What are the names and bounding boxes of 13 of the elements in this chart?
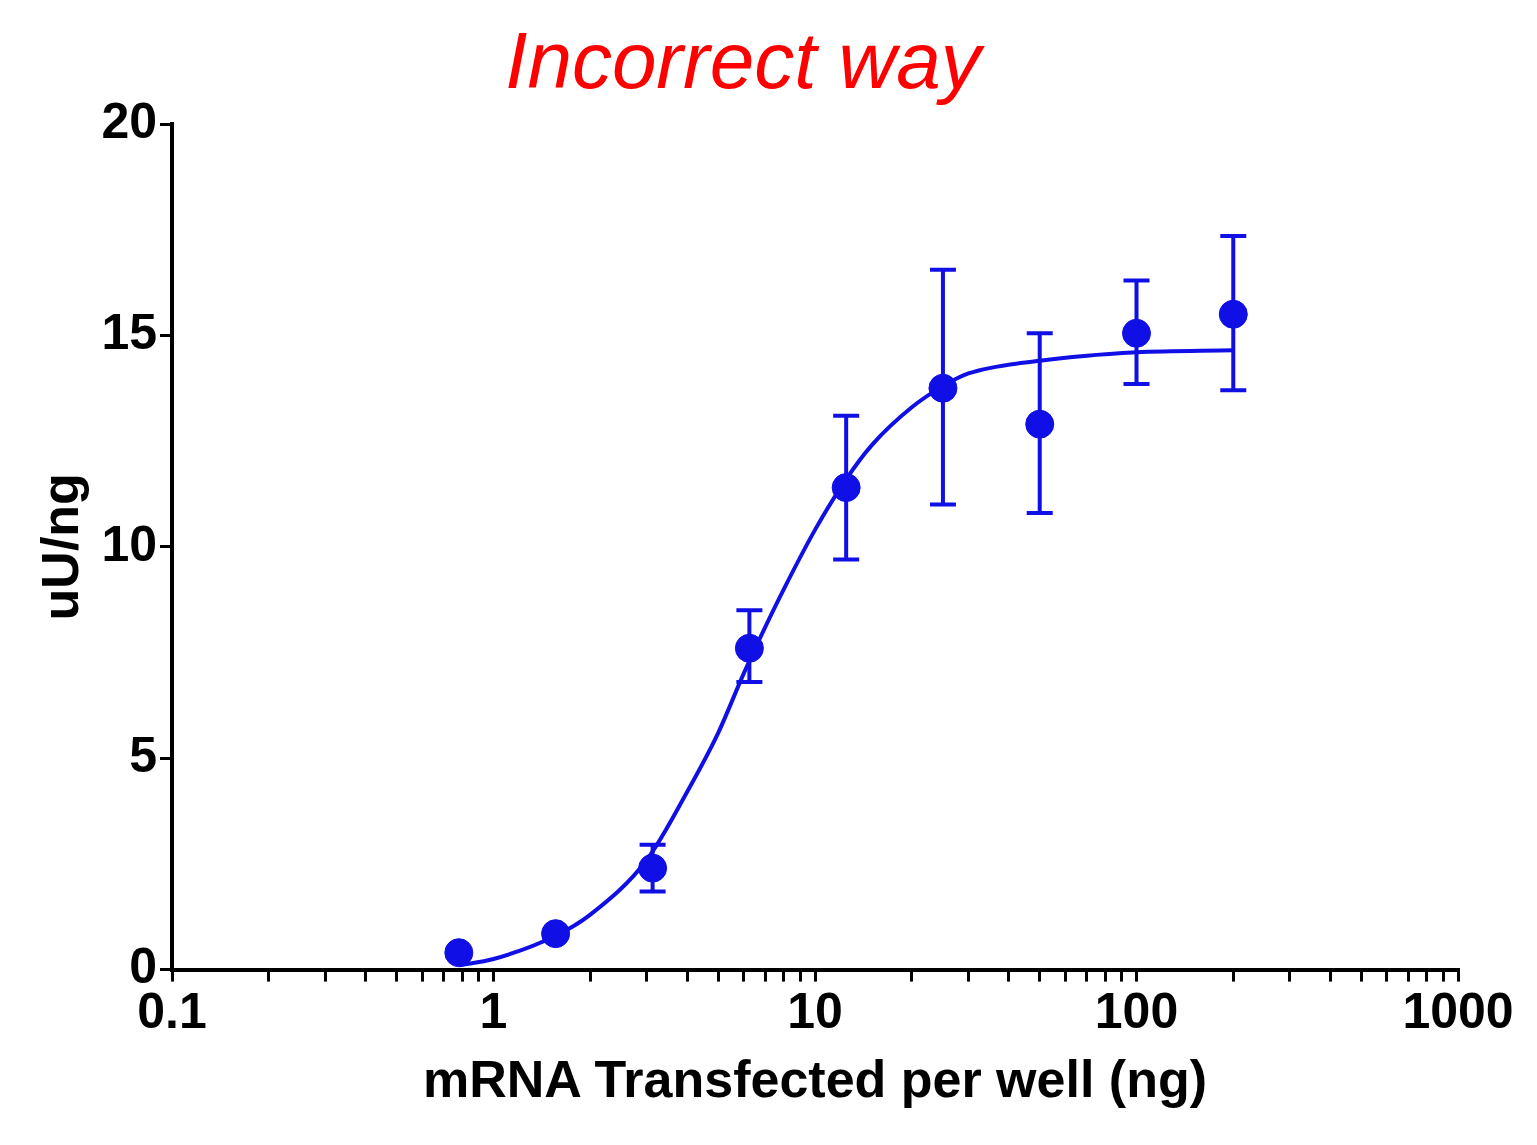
x-tick-label: 100 xyxy=(1094,983,1179,1040)
x-tick-label: 1 xyxy=(479,983,508,1040)
y-tick-label: 5 xyxy=(129,726,158,783)
x-tick-label: 10 xyxy=(787,983,843,1040)
y-axis-title: uU/ng xyxy=(30,473,89,621)
point xyxy=(541,919,571,949)
point xyxy=(444,938,474,968)
y-tick-label: 15 xyxy=(101,304,158,361)
chart-title: Incorrect way xyxy=(505,16,986,106)
x-axis-title: mRNA Transfected per well (ng) xyxy=(423,1050,1208,1109)
x-tick-label: 1000 xyxy=(1402,983,1514,1040)
y-tick-label: 20 xyxy=(101,92,158,149)
y-tick-label: 10 xyxy=(101,515,158,572)
